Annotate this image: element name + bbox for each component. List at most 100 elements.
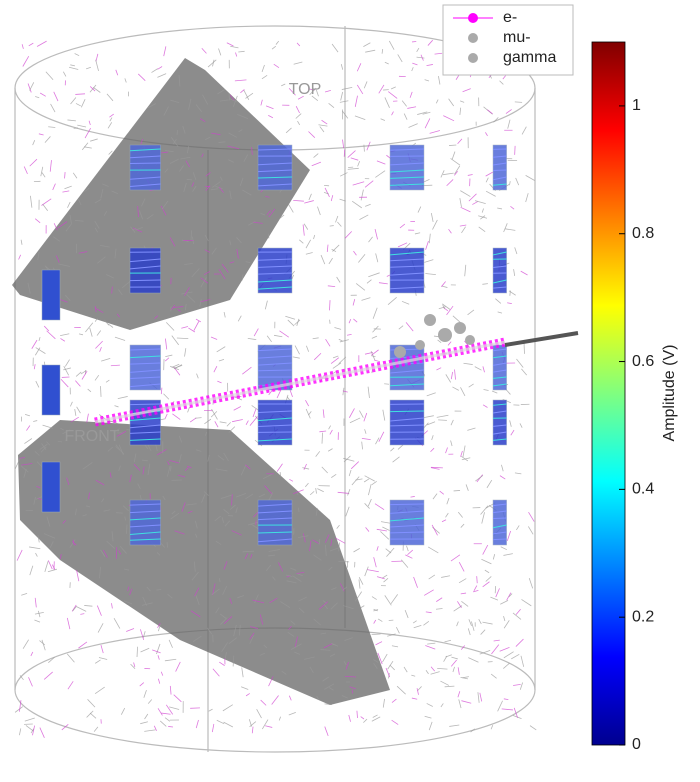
hit [200,299,211,303]
hit [487,109,493,115]
hit [435,99,439,104]
hit [84,127,91,139]
hit [49,541,54,549]
hit [528,511,535,522]
hit [160,205,167,216]
hit [184,262,193,265]
panel-stripe [257,279,293,283]
hit [320,254,326,265]
hit [288,695,292,701]
hit [260,212,265,216]
hit [66,653,75,663]
panel-stripe [389,510,425,514]
hit [214,421,219,428]
legend-marker [468,13,478,23]
hit [14,458,21,469]
hit [34,347,41,356]
panel [492,499,507,546]
legend-marker [468,53,478,63]
hit [342,605,354,610]
legend: e-mu-gamma [442,4,574,76]
hit [373,663,378,669]
hit [313,153,319,158]
hit [294,651,300,655]
hit [519,682,524,690]
hit [317,206,321,216]
hit [316,695,320,700]
hit [373,608,378,612]
hit [157,622,161,628]
hit [513,269,516,276]
hit [110,364,120,367]
hit [32,725,36,736]
hit [139,210,144,220]
hit [397,54,403,63]
hit [297,573,303,577]
hit [96,330,102,336]
hit [106,93,114,102]
hit [100,644,104,654]
hit [397,444,404,450]
hit [152,649,161,654]
hit [503,662,510,669]
hit [360,605,365,609]
colorbar-tick-label: 1 [632,97,641,114]
hit [242,550,255,553]
hit [388,91,398,99]
hit [140,138,144,145]
panel-stripe [492,176,507,181]
hit [201,153,204,158]
hit [364,475,375,482]
hit [315,89,319,97]
hit [364,180,374,188]
hit [70,97,77,105]
hit [348,714,351,722]
hit [269,597,278,604]
hit [292,575,302,582]
hit [302,467,310,470]
hit [425,611,432,614]
panel-stripe [129,431,161,434]
hit [75,371,82,377]
hit [519,423,523,428]
hit [464,264,467,277]
hit [305,400,310,407]
hit [391,111,394,116]
panel-stripe [492,376,507,379]
hit [242,366,252,375]
hit [416,688,419,695]
hit [224,520,231,527]
hit [446,497,450,505]
hit [499,80,504,85]
hit [266,209,272,216]
hit [485,171,493,177]
hit [474,200,486,204]
hit [75,380,81,387]
hit [263,644,268,649]
hit [468,383,474,388]
hit [37,610,41,618]
hit [305,239,311,249]
hit [446,179,454,187]
panel [257,144,293,191]
hit [413,625,422,629]
hit [367,498,372,507]
hit [332,362,342,369]
hit [280,601,291,608]
hit [428,721,433,731]
panel-stripe [257,148,293,151]
colorbar-label: Amplitude (V) [661,345,678,442]
hit [82,462,93,470]
hit [182,125,186,134]
hit [467,174,473,176]
panel-stripe [129,524,161,528]
hit [330,539,333,547]
hit [312,337,319,340]
hit [222,585,228,595]
hit [295,106,300,114]
hit [444,639,452,643]
panel [41,364,61,416]
hit [382,526,390,531]
hit [77,124,87,128]
hit [218,359,225,362]
